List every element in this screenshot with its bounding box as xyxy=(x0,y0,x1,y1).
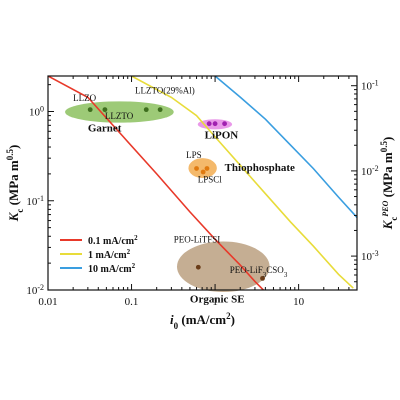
axis-title-main: i xyxy=(170,312,174,327)
axis-title-sup: 2 xyxy=(226,311,231,321)
tick-base: 10 xyxy=(26,196,38,208)
axis-title-rest: (MPa m xyxy=(380,152,395,201)
tick-exp: -2 xyxy=(37,283,44,292)
region-organic-se xyxy=(176,241,270,292)
point-label: PEO-LiTFSI xyxy=(174,235,221,245)
axis-title-sub: c xyxy=(389,217,399,221)
tick-exp: 0 xyxy=(40,104,44,113)
region-label: Garnet xyxy=(88,122,122,134)
data-point xyxy=(200,169,206,175)
region-label: Thiophosphate xyxy=(225,162,295,174)
lines-layer xyxy=(48,76,357,290)
data-point xyxy=(222,121,227,127)
point-label: LPS xyxy=(186,150,202,160)
data-point xyxy=(194,166,199,171)
point-label-main: LPS xyxy=(186,150,202,160)
x-axis-title: i0 (mA/cm2) xyxy=(170,311,235,331)
series-line-0 xyxy=(48,76,265,290)
legend-label-sup: 2 xyxy=(127,248,131,256)
y-right-tick-label: 10-2 xyxy=(361,163,379,178)
data-point xyxy=(195,264,201,270)
x-tick-label: 0.1 xyxy=(125,296,139,308)
axis-title-end: ) xyxy=(6,145,21,149)
point-label: LLZTO(29%Al) xyxy=(135,85,195,95)
legend-label-base: 10 mA/cm xyxy=(88,264,132,275)
legend-label: 10 mA/cm2 xyxy=(88,262,136,275)
point-label-main: LPSCl xyxy=(198,175,223,185)
tick-base: 10 xyxy=(361,166,373,178)
tick-exp: -3 xyxy=(372,249,379,258)
data-point xyxy=(157,107,163,113)
point-label-main: PEO-LiTFSI xyxy=(174,235,221,245)
legend-label-sup: 2 xyxy=(132,262,136,270)
points-layer xyxy=(87,107,265,281)
legend-label-sup: 2 xyxy=(134,234,138,242)
tick-exp: -1 xyxy=(372,78,379,87)
data-point xyxy=(206,121,212,127)
axis-title-sup: 0.5 xyxy=(5,149,15,161)
x-tick-label: 0.01 xyxy=(38,296,57,308)
point-label-main: LLZTO(29%Al) xyxy=(135,85,195,95)
legend-label-base: 1 mA/cm xyxy=(88,250,127,261)
axis-title-main: K xyxy=(6,211,21,222)
x-tick-label: 1 xyxy=(212,296,218,308)
tick-base: 10 xyxy=(29,107,41,119)
data-point xyxy=(260,275,265,281)
tick-base: 10 xyxy=(26,285,38,297)
axis-title-sub: c xyxy=(15,209,25,213)
y-right-axis-title: KcPEO (MPa m0.5) xyxy=(379,137,399,231)
point-label-after: CSO xyxy=(266,265,284,275)
legend-label: 0.1 mA/cm2 xyxy=(88,234,138,247)
point-label-sub: 3 xyxy=(284,271,288,279)
point-label: LPSCl xyxy=(198,175,223,185)
axis-title-main: K xyxy=(380,219,395,230)
y-left-axis-title: Kc (MPa m0.5) xyxy=(5,145,25,223)
axis-title-sub: 0 xyxy=(174,321,179,331)
axis-title-sup-main: PEO xyxy=(381,200,390,216)
y-left-tick-label: 10-1 xyxy=(26,193,44,208)
series-line-2 xyxy=(214,76,357,219)
point-label-main: LLZTO xyxy=(105,111,134,121)
data-point xyxy=(87,107,93,113)
series-line-1 xyxy=(131,76,354,289)
region-label: Organic SE xyxy=(190,294,245,306)
legend-label-base: 0.1 mA/cm xyxy=(88,236,135,247)
region-thiophosphate xyxy=(188,158,217,178)
x-tick-label: 10 xyxy=(293,296,305,308)
point-label-main: PEO-LiF xyxy=(230,265,263,275)
point-label: PEO-LiF3CSO3 xyxy=(230,265,288,279)
tick-exp: -2 xyxy=(372,163,379,172)
region-garnet xyxy=(65,101,174,123)
region-label: LiPON xyxy=(205,129,239,141)
labels-layer: Garnet LiPON Thiophosphate Organic SE LLZO LL… xyxy=(5,85,399,331)
axis-title-rest: (MPa m xyxy=(6,160,21,209)
point-label: LLZO xyxy=(73,93,96,103)
data-point xyxy=(204,166,210,171)
axis-title-sup: 0.5 xyxy=(379,141,389,153)
axis-title-end: ) xyxy=(231,312,235,327)
y-left-tick-label: 100 xyxy=(29,104,44,119)
point-label-sub: 3 xyxy=(263,271,267,279)
axis-title-rest: (mA/cm xyxy=(178,312,226,327)
point-label-main: LLZO xyxy=(73,93,96,103)
tick-exp: -1 xyxy=(37,193,44,202)
y-left-tick-label: 10-2 xyxy=(26,283,44,298)
y-right-tick-label: 10-3 xyxy=(361,249,379,264)
tick-base: 10 xyxy=(361,81,373,93)
point-label: LLZTO xyxy=(105,111,134,121)
data-point xyxy=(212,121,218,127)
y-right-tick-label: 10-1 xyxy=(361,78,379,93)
data-point xyxy=(143,107,149,113)
axis-title-end: ) xyxy=(380,137,395,141)
legend-label: 1 mA/cm2 xyxy=(88,248,131,261)
tick-base: 10 xyxy=(361,251,373,263)
data-point xyxy=(102,107,108,113)
regions-layer xyxy=(65,101,270,292)
